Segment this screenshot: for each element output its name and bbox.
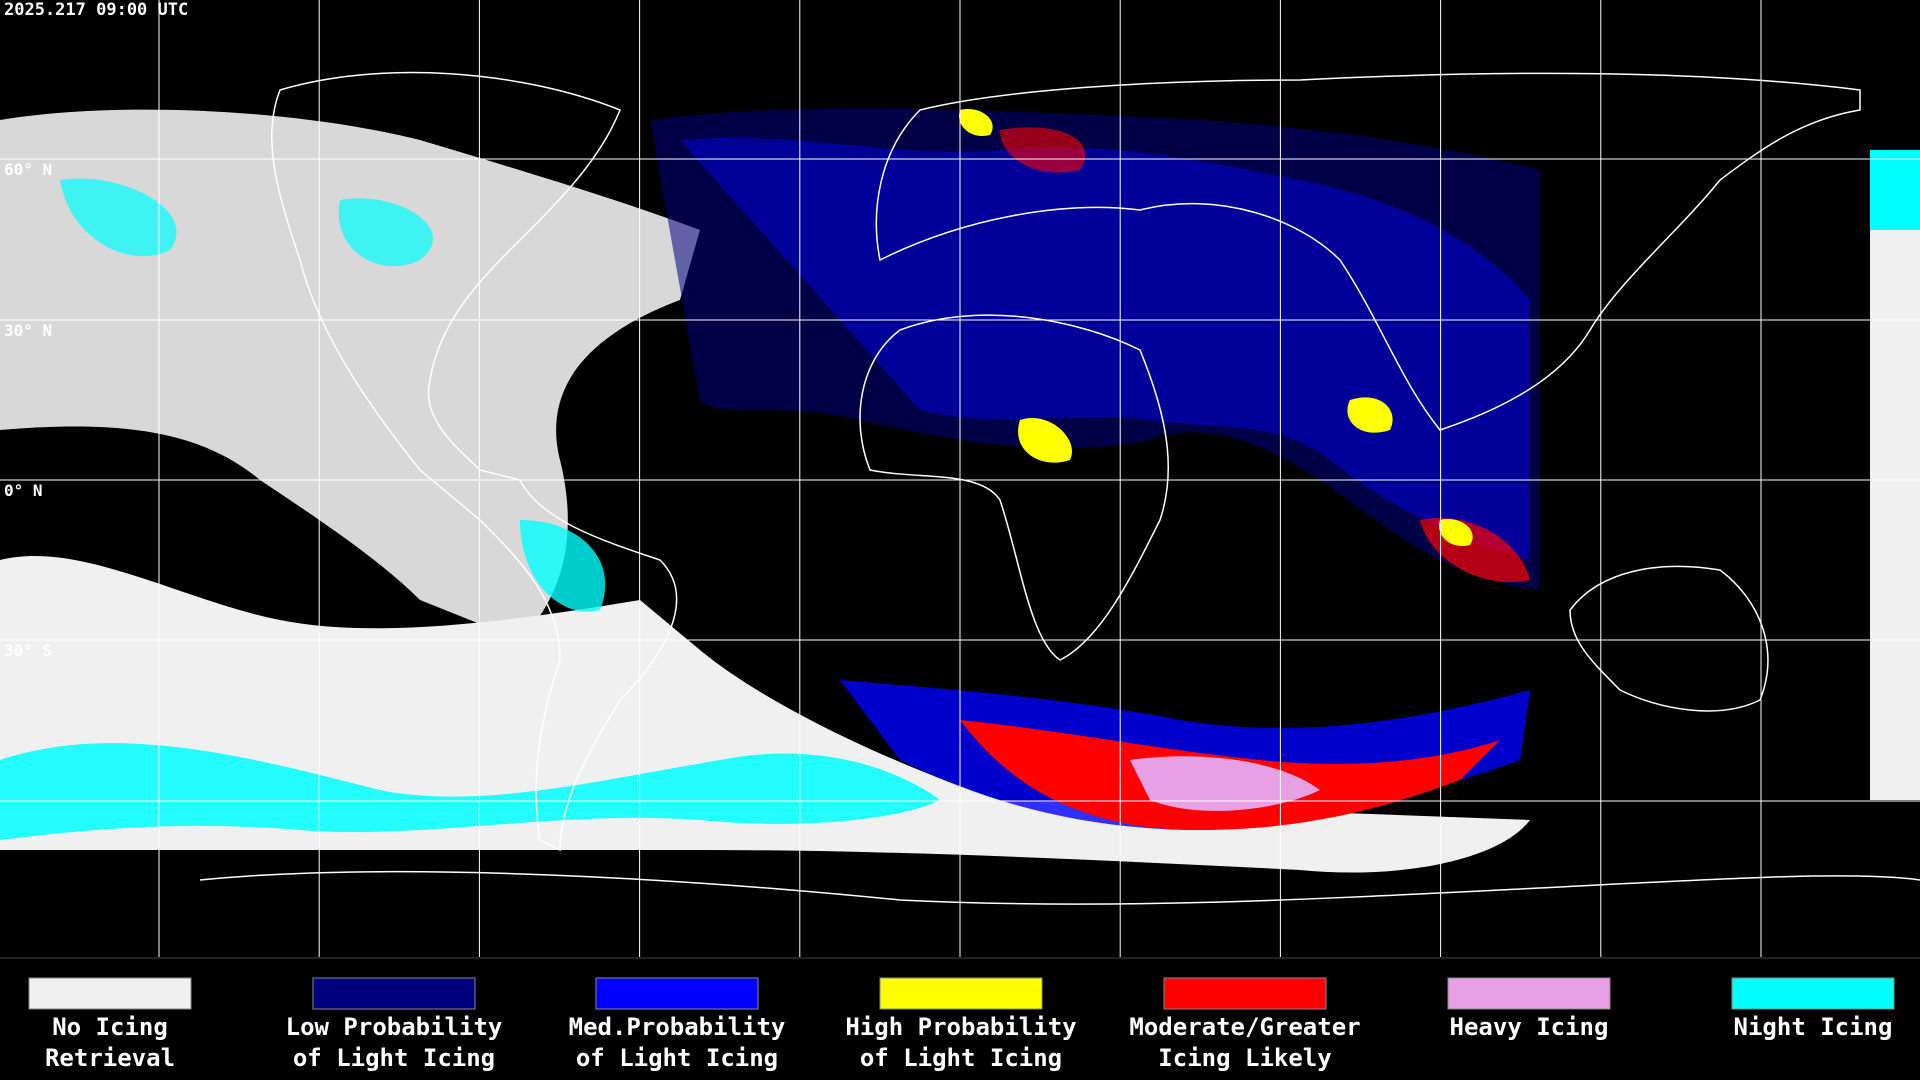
coastline xyxy=(859,314,1170,661)
legend-label: Moderate/Greater xyxy=(1129,1013,1360,1041)
cloud-region xyxy=(338,198,433,267)
cloud-region xyxy=(650,108,1540,590)
cloud-layer xyxy=(0,108,1920,873)
legend-swatch xyxy=(595,977,759,1010)
legend-swatch xyxy=(1163,977,1327,1010)
latitude-label: 30° N xyxy=(4,321,52,340)
cloud-region xyxy=(1439,519,1473,546)
legend-label: of Light Icing xyxy=(576,1044,778,1072)
legend-swatch xyxy=(1731,977,1895,1010)
coastline xyxy=(875,72,1861,431)
cloud-region xyxy=(60,178,177,257)
legend-label: Retrieval xyxy=(45,1044,175,1072)
coastline xyxy=(199,870,1920,905)
cloud-region xyxy=(1870,150,1920,230)
graticule xyxy=(0,0,1920,957)
cloud-region xyxy=(1000,127,1086,173)
legend-label: Heavy Icing xyxy=(1450,1013,1609,1041)
legend-label: of Light Icing xyxy=(293,1044,495,1072)
coastlines xyxy=(199,71,1920,905)
legend-swatch xyxy=(1447,977,1611,1010)
cloud-region xyxy=(1347,397,1393,433)
legend-swatch xyxy=(312,977,476,1010)
latitude-label: 60° N xyxy=(4,160,52,179)
cloud-region xyxy=(0,743,940,840)
cloud-region xyxy=(959,109,993,136)
legend: No Icing Retrieval Low Probability of Light… xyxy=(28,977,1895,1072)
legend-label: Icing Likely xyxy=(1158,1044,1331,1072)
cloud-region xyxy=(680,137,1530,560)
coastline xyxy=(1569,565,1769,712)
legend-swatch xyxy=(879,977,1043,1010)
cloud-region xyxy=(0,109,700,640)
legend-label: of Light Icing xyxy=(860,1044,1062,1072)
cloud-region xyxy=(520,520,606,612)
legend-label: Low Probability xyxy=(286,1013,503,1041)
cloud-region xyxy=(1870,150,1920,800)
legend-label: High Probability xyxy=(845,1013,1076,1041)
cloud-region xyxy=(1018,418,1072,463)
legend-label: No Icing xyxy=(52,1013,168,1041)
coastline xyxy=(270,71,678,852)
timestamp: 2025.217 09:00 UTC xyxy=(4,0,188,20)
latitude-label: 30° S xyxy=(4,641,52,660)
legend-swatch xyxy=(28,977,192,1010)
cloud-region xyxy=(1130,756,1320,811)
latitude-label: 0° N xyxy=(4,481,43,500)
legend-label: Med.Probability xyxy=(569,1013,786,1041)
legend-label: Night Icing xyxy=(1734,1013,1893,1041)
latitude-labels: 60° N 30° N 0° N 30° S xyxy=(4,160,52,660)
